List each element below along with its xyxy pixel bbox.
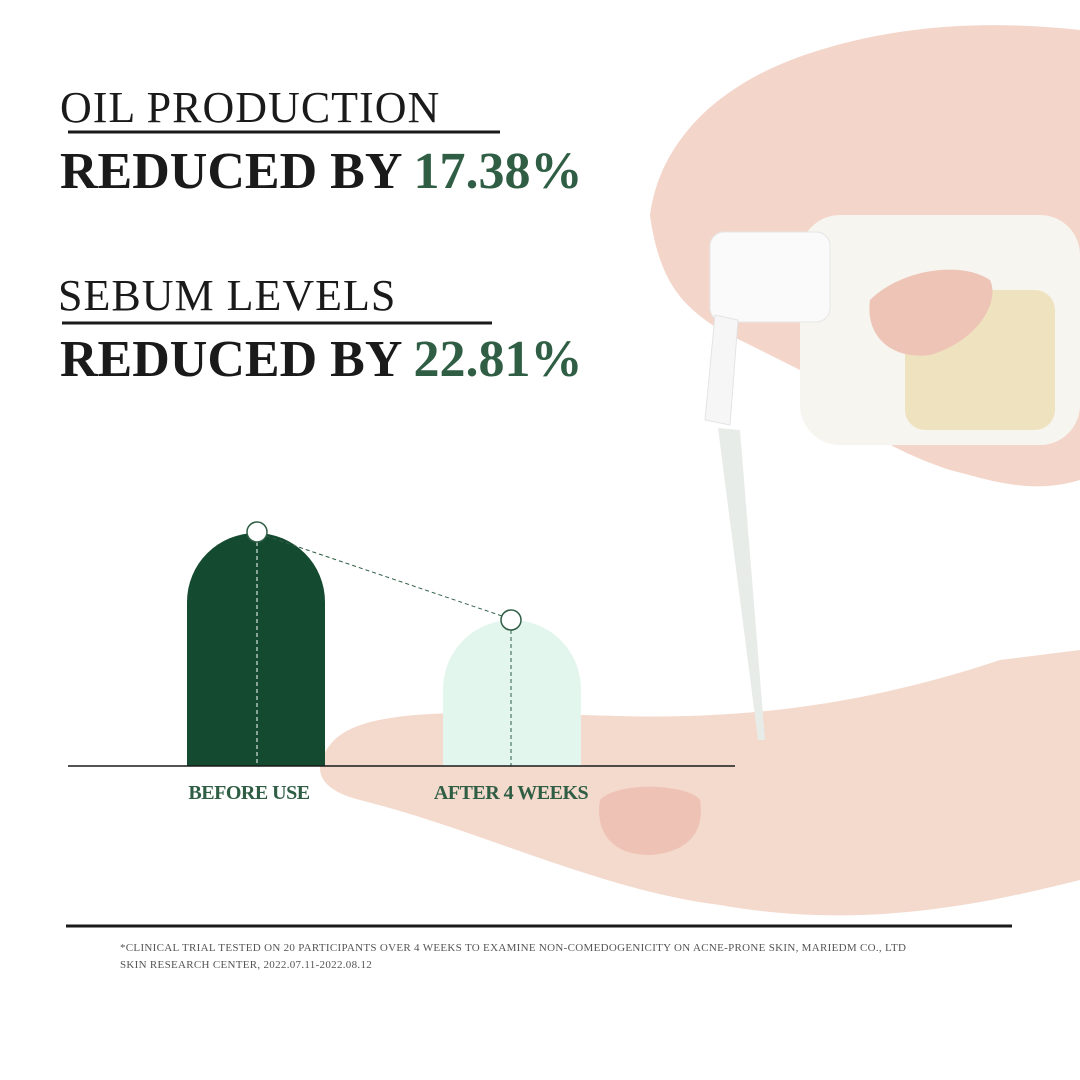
stat: REDUCED BY 17.38% (60, 143, 582, 200)
headline: OIL PRODUCTION (60, 83, 440, 132)
stat-text: REDUCED BY (60, 331, 402, 388)
stat-text: REDUCED BY (60, 143, 402, 200)
before-shape (187, 533, 325, 766)
point (246, 521, 268, 543)
label: AFTER 4 WEEKS (434, 782, 589, 804)
stat-value: 17.38% (413, 143, 582, 200)
stat-value: 22.81% (413, 331, 582, 388)
comparison-graphic: BEFORE USE AFTER 4 WEEKS (68, 521, 735, 804)
footnote: *CLINICAL TRIAL TESTED ON 20 PARTICIPANT… (120, 942, 906, 954)
footnote: SKIN RESEARCH CENTER, 2022.07.11-2022.08… (120, 959, 372, 971)
label: BEFORE USE (188, 782, 309, 804)
headline: SEBUM LEVELS (58, 271, 396, 320)
stat: REDUCED BY 22.81% (60, 331, 582, 388)
after-shape (443, 620, 581, 766)
illustration (320, 25, 1080, 916)
point (500, 609, 522, 631)
